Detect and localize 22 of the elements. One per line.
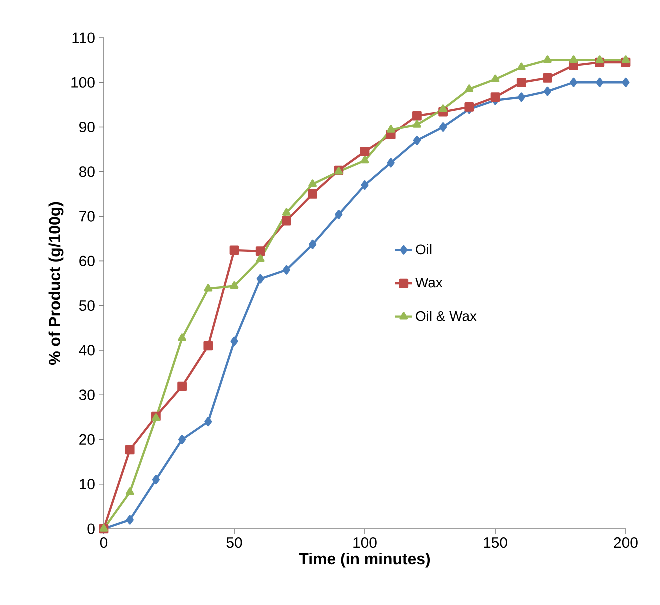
y-tick-label: 0 (88, 524, 95, 534)
y-tick-label: 60 (80, 256, 95, 266)
y-tick-label: 100 (72, 77, 95, 88)
legend-label: Oil (416, 244, 432, 255)
legend-label: Wax (416, 278, 443, 288)
x-tick-label: 0 (100, 538, 108, 548)
x-axis-title: Time (in minutes) (299, 552, 430, 568)
x-tick-label: 50 (226, 538, 242, 548)
y-tick-label: 50 (79, 300, 95, 312)
y-tick-label: 90 (80, 122, 95, 133)
y-tick-label: 20 (80, 434, 95, 446)
y-tick-label: 40 (79, 345, 95, 356)
y-tick-label: 30 (79, 390, 95, 400)
legend-label: Oil & Wax (416, 311, 477, 322)
x-tick-label: 200 (614, 538, 638, 548)
x-tick-label: 100 (354, 538, 377, 548)
y-axis-title: % of Product (g/100g) (48, 202, 64, 366)
x-tick-label: 150 (484, 538, 508, 548)
y-tick-label: 10 (80, 479, 95, 490)
y-tick-label: 80 (80, 166, 95, 178)
y-tick-label: 110 (72, 32, 95, 44)
y-tick-label: 70 (80, 211, 95, 222)
